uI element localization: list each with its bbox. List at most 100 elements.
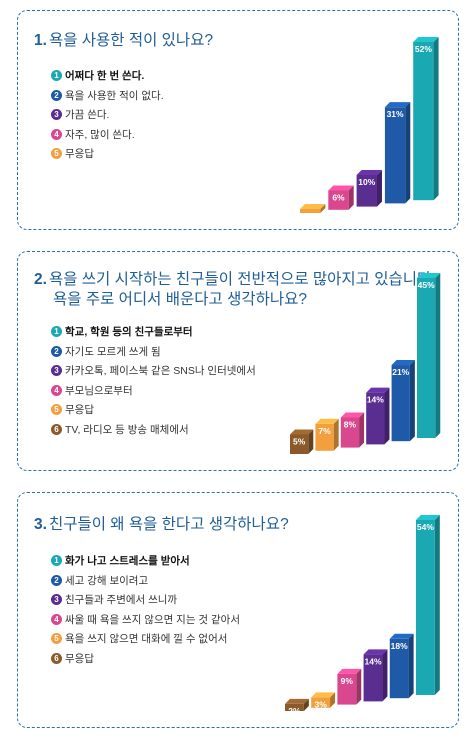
bar-4: 9% (337, 668, 362, 705)
bar-value-label: 2% (288, 706, 301, 716)
bar-top (315, 418, 339, 424)
option-number-badge: 5 (51, 148, 62, 160)
option-label: 세고 강해 보이려고 (65, 574, 149, 587)
bar-5: 3% (311, 692, 336, 709)
bar-front (356, 174, 377, 207)
bar-side (409, 360, 415, 442)
option-label: TV, 라디오 등 방송 매체에서 (65, 423, 189, 436)
option-number-badge: 5 (51, 633, 62, 645)
bar-side (408, 633, 414, 699)
bar-chart-1: 1% 6% 10% 31% 52% (298, 32, 448, 221)
bar-1: 52% (413, 37, 439, 201)
option-label: 욕을 사용한 적이 없다. (65, 89, 164, 102)
answer-option: 3 가끔 쓴다. (51, 105, 164, 125)
option-label: 학교, 학원 등의 친구들로부터 (65, 326, 193, 339)
bar-top (290, 429, 314, 435)
option-number-badge: 1 (51, 555, 62, 567)
bar-front (384, 107, 406, 204)
answer-option: 3 카카오톡, 페이스북 같은 SNS나 인터넷에서 (51, 361, 256, 381)
bar-front (416, 278, 436, 438)
answer-option: 1 화가 나고 스트레스를 받아서 (51, 551, 240, 571)
bar-side (384, 387, 390, 445)
option-label: 욕을 쓰지 않으면 대화에 낄 수 없어서 (65, 633, 228, 646)
bar-front (415, 520, 435, 695)
bar-top (391, 360, 415, 366)
option-label: 자기도 모르게 쓰게 됨 (65, 345, 161, 358)
bar-front (340, 417, 360, 448)
bar-front (315, 423, 334, 451)
bar-value-label: 14% (367, 395, 384, 405)
bar-value-label: 7% (318, 426, 331, 436)
chart-svg: 2% 3% 9% 14% 18% 54% (285, 515, 440, 716)
bar-value-label: 21% (392, 367, 409, 377)
answer-option: 5 무응답 (51, 144, 164, 164)
bar-front (413, 42, 434, 201)
bar-1: 54% (415, 515, 440, 695)
bar-value-label: 31% (387, 109, 404, 119)
option-number-badge: 5 (51, 404, 62, 416)
bar-6: 5% (290, 429, 314, 454)
survey-panel-3: 3. 친구들이 왜 욕을 한다고 생각하나요? 1 화가 나고 스트레스를 받아서 … (17, 492, 459, 728)
answer-option: 2 자기도 모르게 쓰게 됨 (51, 342, 256, 362)
answer-option: 3 친구들과 주변에서 쓰니까 (51, 590, 240, 610)
question-text-line: 욕을 사용한 적이 있나요? (48, 32, 214, 49)
bar-5: 7% (315, 418, 339, 451)
bar-front (389, 638, 409, 699)
option-number-badge: 2 (51, 574, 62, 586)
bar-side (382, 649, 388, 702)
option-label: 자주, 많이 쓴다. (65, 128, 135, 141)
bar-4: 6% (328, 185, 354, 210)
bar-side (359, 412, 365, 448)
bar-side (434, 515, 440, 695)
bar-front (290, 434, 309, 454)
chart-svg: 1% 6% 10% 31% 52% (300, 37, 439, 221)
bar-3: 14% (366, 387, 390, 445)
bar-2: 21% (391, 360, 415, 442)
bar-6: 2% (285, 698, 309, 716)
bar-side (433, 37, 439, 201)
bar-top (415, 515, 440, 520)
bar-front (328, 190, 349, 210)
chart-svg: 5% 7% 8% 14% 21% 45% (290, 273, 441, 454)
bar-3: 14% (363, 649, 388, 702)
answer-option: 6 무응답 (51, 649, 240, 669)
bar-front (363, 654, 383, 702)
bar-side (435, 273, 441, 438)
bar-front (337, 673, 357, 705)
option-number-badge: 3 (51, 109, 62, 121)
bar-top (300, 204, 326, 209)
question-title-1: 1. 욕을 사용한 적이 있나요? (34, 31, 213, 51)
question-title-2: 2. 욕을 쓰기 시작하는 친구들이 전반적으로 많아지고 있습니다. 욕을 주로… (34, 270, 436, 310)
bar-value-label: 54% (417, 522, 434, 532)
option-number-badge: 4 (51, 613, 62, 625)
bar-top (356, 169, 382, 175)
option-number-badge: 2 (51, 345, 62, 357)
bar-front (285, 703, 304, 711)
bar-side (405, 102, 411, 204)
option-number-badge: 3 (51, 365, 62, 377)
bar-top (389, 633, 414, 639)
bar-side (308, 429, 314, 454)
answer-option: 2 욕을 사용한 적이 없다. (51, 86, 164, 106)
bar-front (300, 209, 321, 213)
option-label: 무응답 (65, 652, 94, 665)
bar-chart-2: 5% 7% 8% 14% 21% 45% (288, 268, 448, 458)
answer-option: 4 자주, 많이 쓴다. (51, 125, 164, 145)
bar-top (416, 273, 441, 278)
bar-3: 10% (356, 169, 382, 207)
bar-value-label: 8% (344, 419, 357, 429)
bar-top (384, 102, 411, 108)
option-number-badge: 1 (51, 70, 62, 82)
bar-value-label: 3% (314, 699, 327, 709)
option-number-badge: 6 (51, 423, 62, 435)
option-number-badge: 1 (51, 326, 62, 338)
option-label: 카카오톡, 페이스북 같은 SNS나 인터넷에서 (65, 365, 256, 378)
bar-top (366, 387, 390, 393)
bar-2: 18% (389, 633, 414, 699)
question-number: 1. (34, 32, 47, 49)
option-label: 친구들과 주변에서 쓰니까 (65, 594, 178, 607)
answer-options-list: 1 어쩌다 한 번 쓴다. 2 욕을 사용한 적이 없다. 3 가끔 쓴다. 4 자주,… (51, 66, 164, 164)
answer-option: 4 부모님으로부터 (51, 381, 256, 401)
option-label: 화가 나고 스트레스를 받아서 (65, 555, 190, 568)
bar-side (320, 204, 326, 213)
